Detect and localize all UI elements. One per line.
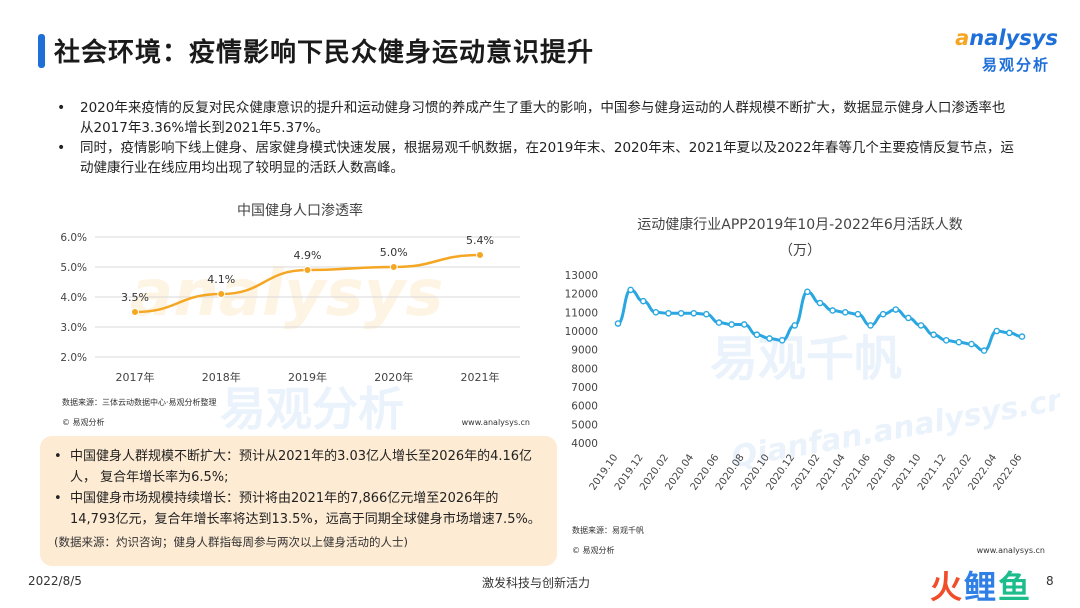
- y-tick-label: 12000: [565, 289, 598, 301]
- y-tick-label: 2.0%: [60, 352, 87, 364]
- data-point: [829, 307, 836, 314]
- chart-title-unit: （万）: [779, 243, 821, 259]
- data-label: 4.9%: [294, 249, 322, 262]
- data-point: [917, 322, 925, 329]
- summary-item: 中国健身市场规模持续增长：预计将由2021年的7,866亿元增至2026年的14…: [54, 488, 543, 530]
- data-point: [930, 331, 937, 339]
- data-point: [303, 266, 312, 274]
- y-tick-label: 4.0%: [60, 292, 87, 304]
- data-point: [677, 309, 685, 317]
- data-point: [703, 310, 710, 318]
- data-point: [804, 288, 811, 296]
- data-point: [217, 290, 226, 298]
- active-users-chart: 易观千帆 Qianfan.analysys.cn 运动健康行业APP2019年1…: [565, 216, 1060, 555]
- data-point: [955, 338, 963, 346]
- x-tick-label: 2017年: [116, 370, 155, 384]
- data-point: [131, 308, 139, 316]
- data-point: [728, 321, 735, 328]
- page-title: 社会环境：疫情影响下民众健身运动意识提升: [54, 38, 595, 68]
- logo-wordmark: analysys: [955, 26, 1058, 50]
- x-tick-label: 2019年: [288, 370, 327, 384]
- data-point: [740, 321, 748, 328]
- data-point: [879, 310, 887, 318]
- bullet-item: 2020年来疫情的反复对民众健康意识的提升和运动健身习惯的养成产生了重大的影响，…: [55, 98, 1015, 138]
- y-tick-label: 9000: [571, 345, 598, 357]
- data-point: [690, 309, 698, 317]
- chart-site: www.analysys.cn: [462, 418, 530, 427]
- data-point: [665, 309, 672, 317]
- y-tick-label: 4000: [571, 438, 598, 450]
- data-point: [905, 314, 912, 322]
- footer-date: 2022/8/5: [28, 574, 82, 588]
- x-tick-label: 2020年: [374, 370, 413, 384]
- data-point: [841, 309, 849, 316]
- data-point: [476, 251, 484, 259]
- data-point: [892, 306, 900, 313]
- y-tick-label: 3.0%: [60, 322, 87, 334]
- y-tick-label: 6.0%: [60, 232, 87, 244]
- data-point: [1018, 333, 1026, 340]
- data-point: [778, 337, 786, 344]
- data-point: [816, 299, 824, 307]
- data-point: [766, 335, 773, 342]
- data-point: [389, 263, 398, 271]
- y-tick-label: 5.0%: [60, 262, 87, 274]
- intro-bullets: 2020年来疫情的反复对民众健康意识的提升和运动健身习惯的养成产生了重大的影响，…: [55, 98, 1015, 178]
- chart-title: 中国健身人口渗透率: [237, 202, 363, 219]
- title-accent-bar: [38, 34, 45, 68]
- penetration-rate-chart: analysys 易观分析 中国健身人口渗透率 2.0%3.0%4.0%5.0%…: [60, 202, 530, 435]
- logo-cn-text: 易观分析: [981, 56, 1050, 74]
- data-point: [867, 322, 874, 329]
- data-point: [968, 340, 975, 348]
- data-point: [753, 331, 761, 339]
- data-point: [614, 320, 622, 327]
- y-tick-label: 10000: [565, 326, 598, 338]
- chart-site: www.analysys.cn: [977, 546, 1045, 555]
- summary-source-note: (数据来源：灼识咨询；健身人群指每周参与两次以上健身活动的人士): [54, 535, 408, 549]
- footer-slogan: 激发科技与创新活力: [482, 576, 591, 590]
- bullet-item: 同时，疫情影响下线上健身、居家健身模式快速发展，根据易观千帆数据，在2019年末…: [55, 138, 1015, 178]
- data-point: [715, 319, 723, 326]
- market-summary-box: 中国健身人群规模不断扩大：预计从2021年的3.03亿人增长至2026年的4.1…: [40, 436, 557, 566]
- page-number: 8: [1046, 574, 1054, 588]
- y-tick-label: 11000: [565, 307, 598, 319]
- y-tick-label: 6000: [571, 401, 598, 413]
- data-point: [980, 347, 988, 354]
- data-point: [854, 310, 862, 318]
- watermark-qianfan: 易观千帆: [710, 331, 902, 387]
- corner-watermark: 火鲤鱼: [930, 568, 1033, 606]
- data-label: 4.1%: [207, 273, 235, 286]
- data-point: [652, 309, 660, 316]
- chart-title: 运动健康行业APP2019年10月-2022年6月活跃人数: [637, 216, 963, 233]
- x-tick-label: 2018年: [202, 370, 241, 384]
- data-point: [639, 297, 647, 305]
- data-point: [993, 327, 1001, 335]
- data-point: [942, 337, 950, 344]
- data-point: [627, 286, 634, 294]
- data-point: [1006, 329, 1013, 337]
- data-point: [791, 322, 799, 329]
- chart-source: 数据来源：易观千帆: [572, 525, 644, 535]
- y-tick-label: 8000: [571, 363, 598, 375]
- data-label: 5.0%: [380, 246, 408, 259]
- analysys-logo: analysys 易观分析: [948, 26, 1058, 80]
- y-tick-label: 7000: [571, 382, 598, 394]
- x-tick-label: 2021年: [461, 370, 500, 384]
- chart-copyright: © 易观分析: [572, 545, 615, 555]
- data-label: 5.4%: [466, 234, 494, 247]
- summary-item: 中国健身人群规模不断扩大：预计从2021年的3.03亿人增长至2026年的4.1…: [54, 446, 543, 488]
- y-tick-label: 5000: [571, 419, 598, 431]
- watermark-cn: 易观分析: [220, 382, 404, 435]
- data-label: 3.5%: [121, 291, 149, 304]
- chart-source: 数据来源：三体云动数据中心·易观分析整理: [62, 397, 217, 407]
- y-tick-label: 13000: [565, 270, 598, 282]
- chart-copyright: © 易观分析: [62, 417, 105, 427]
